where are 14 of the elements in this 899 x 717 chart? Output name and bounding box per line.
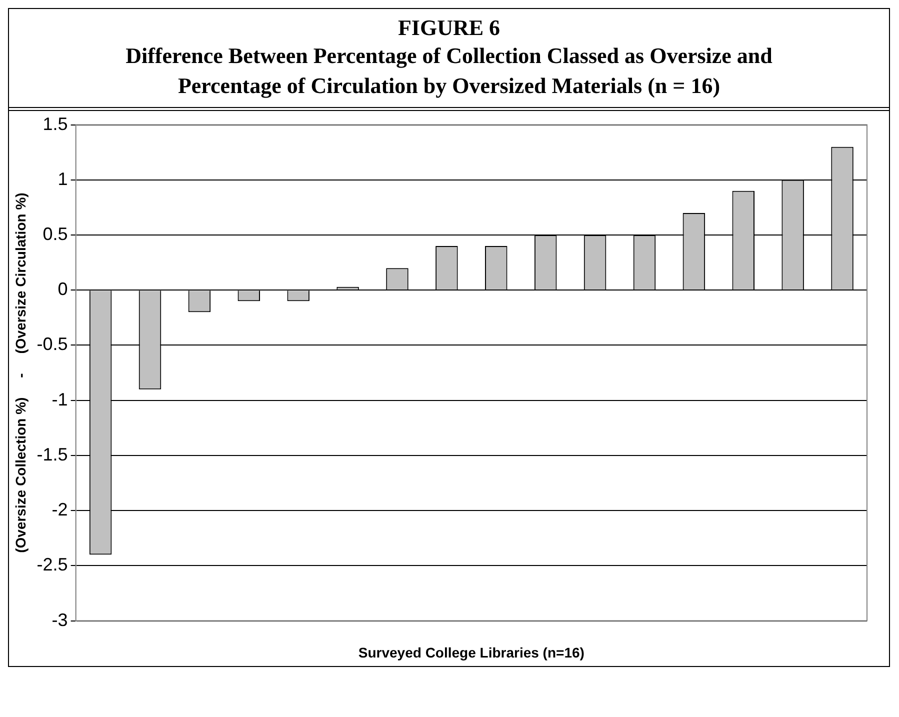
y-tick-label: -3: [52, 610, 68, 630]
y-tick-label: 0: [58, 279, 68, 300]
y-tick-label: 0.5: [42, 224, 68, 244]
y-tick-label: -2.5: [36, 554, 68, 575]
y-tick-label: -0.5: [36, 334, 68, 354]
y-axis-title: (Oversize Collection %) - (Oversize Circulation %): [12, 192, 28, 553]
x-axis-title: Surveyed College Libraries (n=16): [358, 644, 584, 660]
y-tick-label: 1: [58, 168, 68, 189]
y-tick-label: -1.5: [36, 444, 68, 464]
y-tick-label: -1: [52, 389, 68, 410]
y-tick-label: 1.5: [42, 114, 68, 134]
chart-subtitle: Difference Between Percentage of Collection Classed as Oversize and Percentage of Circulation by Oversized Materials (n = 16): [124, 42, 774, 100]
y-tick-label: -2: [52, 500, 68, 520]
chart-title: FIGURE 6: [396, 15, 502, 41]
